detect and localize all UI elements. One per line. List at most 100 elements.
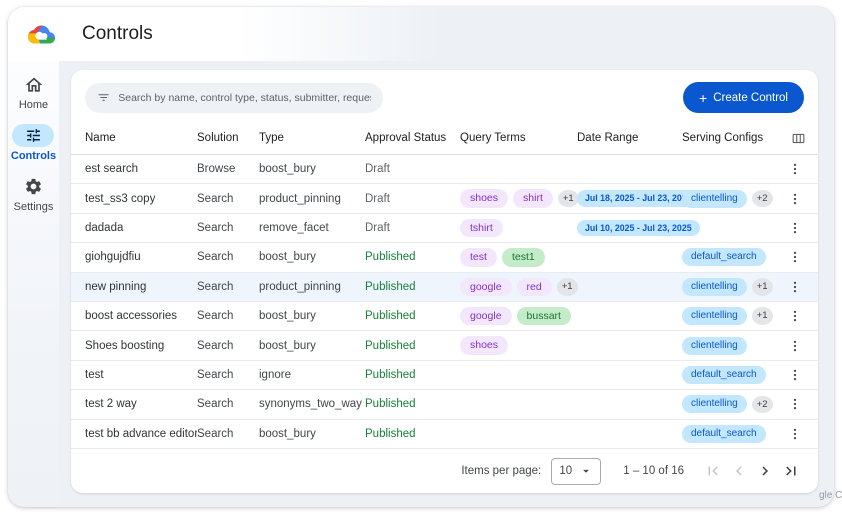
serving-config-chip: default_search <box>682 248 766 267</box>
column-header-serving-configs[interactable]: Serving Configs <box>682 132 764 144</box>
query-term-chip: google <box>460 277 512 297</box>
column-header-name[interactable]: Name <box>85 132 116 144</box>
cell-type: product_pinning <box>259 280 341 293</box>
query-term-chip: bussart <box>516 306 571 326</box>
create-control-label: Create Control <box>713 91 788 104</box>
table-row[interactable]: Shoes boosting Search boost_bury Publish… <box>71 331 818 361</box>
table-row[interactable]: test Search ignore Published default_sea… <box>71 361 818 391</box>
cell-approval-status: Published <box>365 369 416 382</box>
query-term-chip: tshirt <box>460 218 503 238</box>
row-actions-menu-button[interactable] <box>784 395 806 413</box>
row-actions-menu-button[interactable] <box>784 366 806 384</box>
sidebar-item-settings[interactable]: Settings <box>13 175 55 213</box>
cell-type: synonyms_two_way <box>259 398 362 411</box>
next-page-button[interactable] <box>752 458 778 484</box>
column-header-date-range[interactable]: Date Range <box>577 132 639 144</box>
table-row[interactable]: giohgujdfiu Search boost_bury Published … <box>71 243 818 273</box>
cell-query-terms: google bussart <box>460 306 577 326</box>
row-actions-menu-button[interactable] <box>784 248 806 266</box>
column-header-approval-status[interactable]: Approval Status <box>365 132 447 144</box>
cell-serving-configs: default_search <box>682 366 791 385</box>
paginator <box>700 458 804 484</box>
sidebar-item-controls[interactable]: Controls <box>11 124 56 162</box>
column-header-type[interactable]: Type <box>259 132 284 144</box>
cell-approval-status: Published <box>365 310 416 323</box>
cell-approval-status: Published <box>365 280 416 293</box>
table-row[interactable]: est search Browse boost_bury Draft <box>71 155 818 185</box>
query-term-chip: shoes <box>460 189 509 208</box>
overflow-count-chip: +2 <box>751 395 773 414</box>
cell-query-terms: google red +1 <box>460 277 578 297</box>
cell-approval-status: Published <box>365 398 416 411</box>
row-actions-menu-button[interactable] <box>784 219 806 237</box>
table-row[interactable]: boost accessories Search boost_bury Publ… <box>71 302 818 332</box>
cell-name: est search <box>85 163 139 176</box>
row-actions-menu-button[interactable] <box>784 307 806 325</box>
cell-query-terms: shoes shirt +1 <box>460 189 579 208</box>
last-page-button[interactable] <box>778 458 804 484</box>
table-row[interactable]: new pinning Search product_pinning Publi… <box>71 272 818 303</box>
gear-icon <box>13 175 55 198</box>
table-body: est search Browse boost_bury Draft test_… <box>71 155 818 450</box>
kebab-menu-icon <box>793 193 797 204</box>
cell-serving-configs: clientelling +1 <box>682 307 791 326</box>
chevron-left-icon <box>736 466 742 476</box>
row-actions-menu-button[interactable] <box>784 425 806 443</box>
overflow-count-chip: +2 <box>751 189 773 208</box>
table-row[interactable]: test_ss3 copy Search product_pinning Dra… <box>71 184 818 214</box>
overflow-count-chip: +1 <box>751 307 773 325</box>
home-icon <box>13 73 55 96</box>
column-header-solution[interactable]: Solution <box>197 132 239 144</box>
page-size-select[interactable]: 10 <box>551 457 602 485</box>
date-range-chip: Jul 18, 2025 - Jul 23, 2025 <box>577 190 700 207</box>
sidebar-item-home[interactable]: Home <box>13 73 55 111</box>
previous-page-button[interactable] <box>726 458 752 484</box>
serving-config-chip: clientelling <box>682 336 747 355</box>
cell-query-terms: test test1 <box>460 248 577 267</box>
cell-solution: Search <box>197 369 234 382</box>
cell-name: boost accessories <box>85 310 178 323</box>
chevron-down-icon <box>583 469 590 473</box>
cell-name: giohgujdfiu <box>85 251 141 264</box>
page-title: Controls <box>82 23 153 44</box>
cell-type: boost_bury <box>259 163 316 176</box>
cell-solution: Browse <box>197 163 236 176</box>
cell-name: test <box>85 369 104 382</box>
serving-config-chip: clientelling <box>682 395 747 414</box>
overflow-count-chip: +1 <box>556 278 578 296</box>
column-header-query-terms[interactable]: Query Terms <box>460 132 526 144</box>
serving-config-chip: default_search <box>682 424 766 443</box>
row-actions-menu-button[interactable] <box>784 337 806 355</box>
cell-name: test 2 way <box>85 398 137 411</box>
row-actions-menu-button[interactable] <box>784 278 806 296</box>
pagination-range-label: 1 – 10 of 16 <box>623 465 684 477</box>
kebab-menu-icon <box>793 281 797 293</box>
cell-solution: Search <box>197 192 234 205</box>
column-settings-icon[interactable] <box>791 131 806 146</box>
cell-approval-status: Published <box>365 427 416 440</box>
table-header-row: Name Solution Type Approval Status Query… <box>71 122 818 155</box>
tune-icon <box>12 124 55 147</box>
plus-icon: + <box>699 89 708 106</box>
cell-approval-status: Draft <box>365 163 390 176</box>
cell-name: Shoes boosting <box>85 339 165 352</box>
table-row[interactable]: test bb advance editor Search boost_bury… <box>71 420 818 450</box>
top-app-bar: Controls <box>8 7 834 61</box>
first-page-icon <box>708 466 718 476</box>
table-row[interactable]: dadada Search remove_facet Draft tshirt … <box>71 214 818 244</box>
sidebar-item-label: Settings <box>13 201 54 213</box>
cell-approval-status: Draft <box>365 192 390 205</box>
query-term-chip: shoes <box>460 336 509 355</box>
table-row[interactable]: test 2 way Search synonyms_two_way Publi… <box>71 390 818 420</box>
row-actions-menu-button[interactable] <box>784 160 806 178</box>
first-page-button[interactable] <box>700 458 726 484</box>
row-actions-menu-button[interactable] <box>784 190 806 208</box>
create-control-button[interactable]: + Create Control <box>683 82 804 113</box>
google-cloud-logo-icon <box>28 25 55 43</box>
cell-solution: Search <box>197 251 234 264</box>
search-placeholder: Search by name, control type, status, su… <box>118 91 371 104</box>
search-input[interactable]: Search by name, control type, status, su… <box>85 82 383 113</box>
cell-name: dadada <box>85 222 124 235</box>
cell-serving-configs: clientelling +2 <box>682 189 791 208</box>
kebab-menu-icon <box>793 369 797 381</box>
